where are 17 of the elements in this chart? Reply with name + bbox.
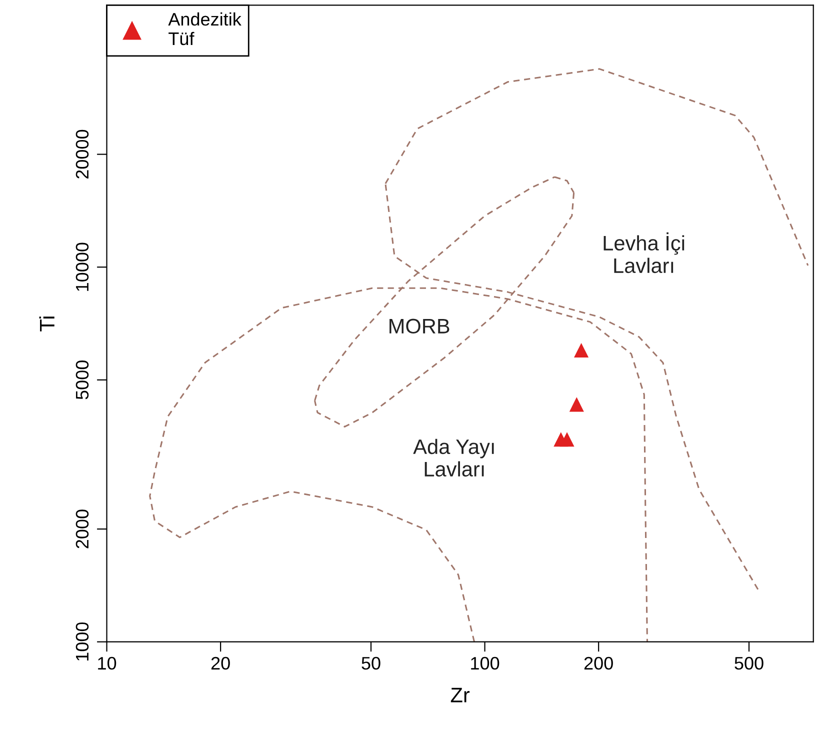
annotation: Ada Yayı Lavları <box>413 438 494 477</box>
x-axis-title: Zr <box>450 688 470 702</box>
y-tick-label: 1000 <box>76 622 89 661</box>
y-tick-label: 20000 <box>76 130 89 179</box>
y-axis-title: Ti <box>39 316 54 332</box>
x-tick-label: 50 <box>362 656 380 670</box>
annotation: MORB <box>390 318 450 334</box>
x-tick-label: 500 <box>734 656 764 670</box>
y-tick-label: 10000 <box>76 242 89 291</box>
x-tick-label: 200 <box>584 656 613 670</box>
x-tick-label: 10 <box>98 656 116 670</box>
x-tick-label: 20 <box>211 656 230 670</box>
annotation: Levha İçi Lavları <box>604 232 684 274</box>
x-tick-label: 100 <box>471 656 500 670</box>
legend-label: Andezitik Tüf <box>168 12 242 46</box>
y-tick-label: 2000 <box>76 510 89 548</box>
y-tick-label: 5000 <box>76 360 89 400</box>
